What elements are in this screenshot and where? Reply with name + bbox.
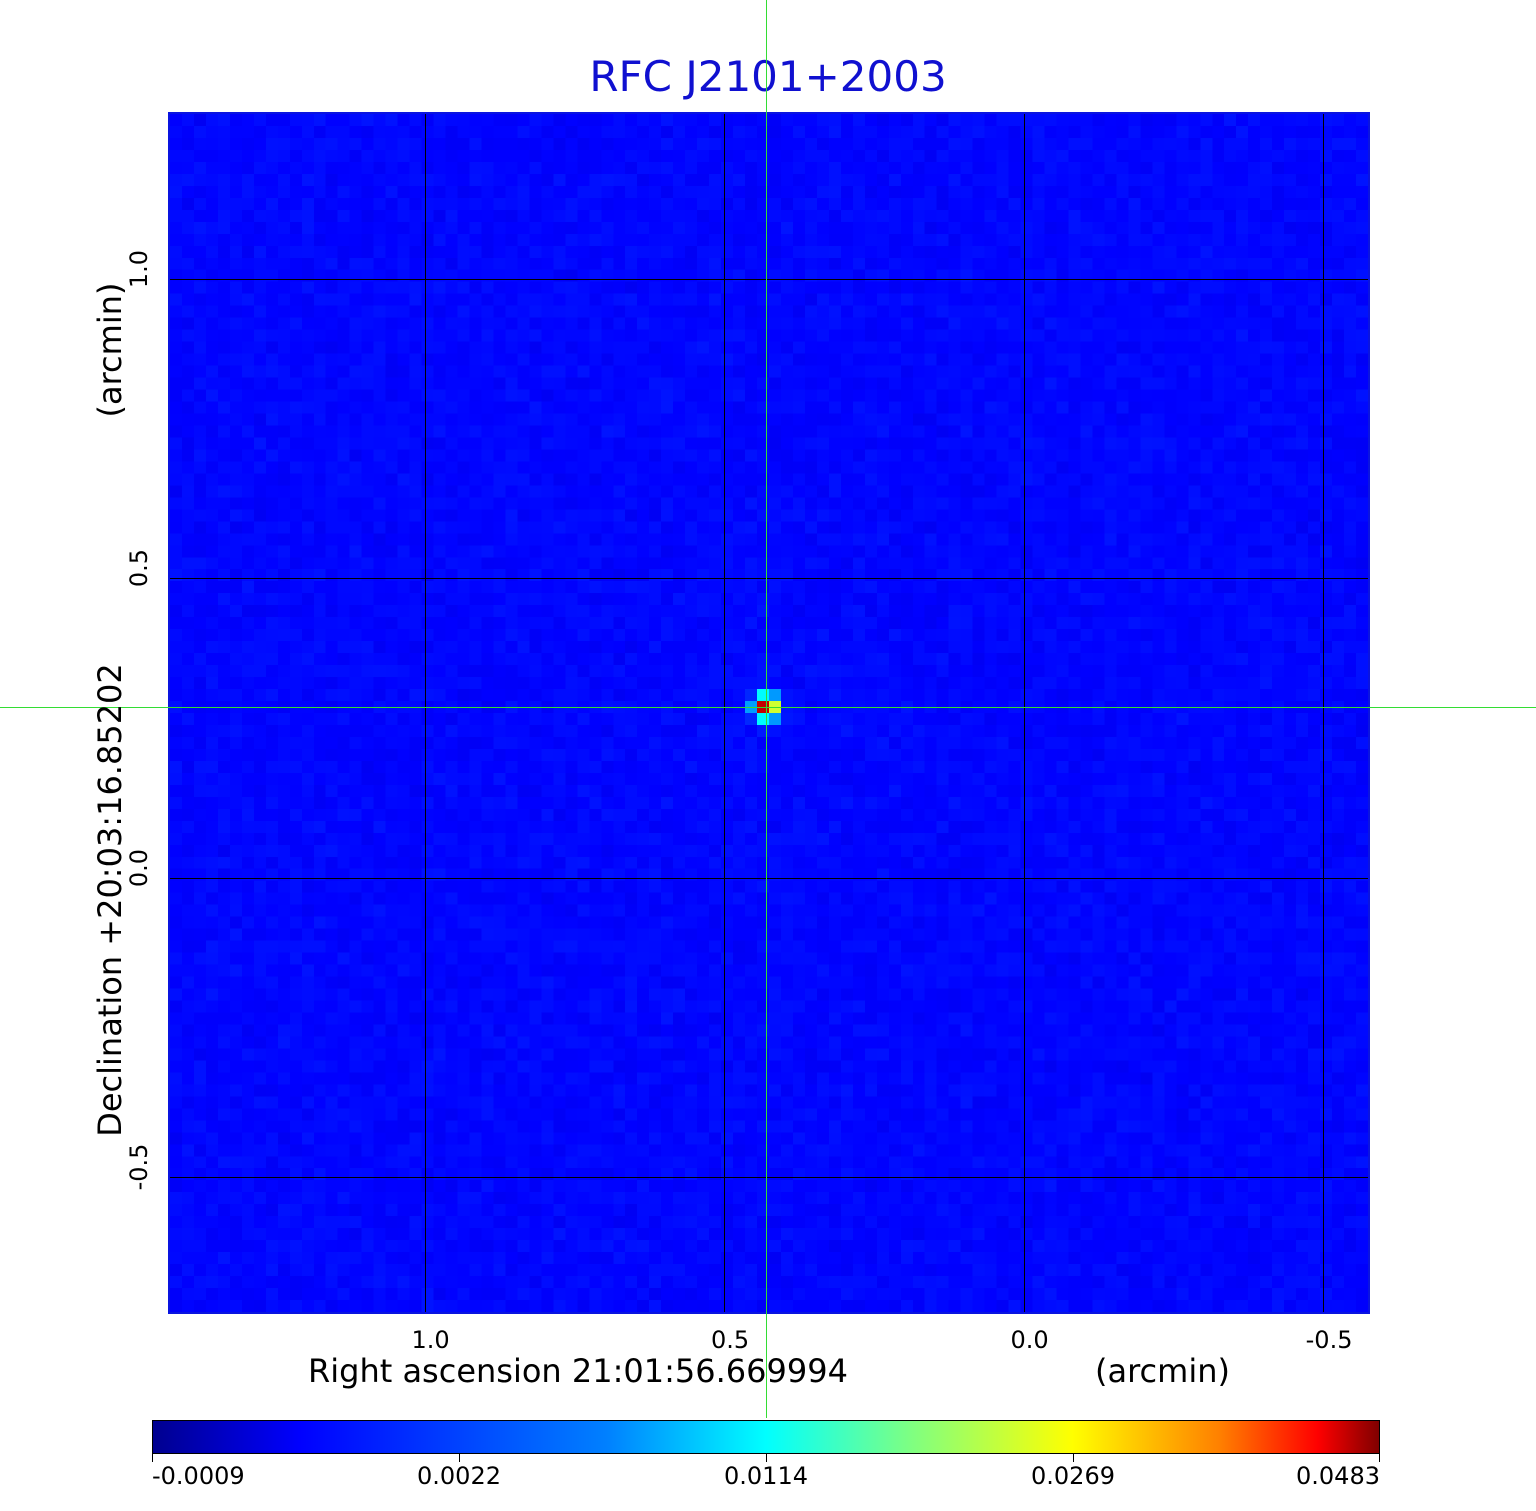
image-plot-area [168, 112, 1370, 1314]
x-tick-label: 0.5 [710, 1326, 750, 1354]
grid-line-y-0 [170, 278, 1368, 280]
y-tick-label: 1.0 [125, 249, 153, 288]
colorbar-tick-label: 0.0022 [417, 1462, 501, 1490]
colorbar-tick [152, 1454, 153, 1462]
colorbar-tick [1073, 1454, 1074, 1462]
colorbar-tick-label: -0.0009 [152, 1462, 245, 1490]
chart-title: RFC J2101+2003 [589, 52, 947, 101]
y-tick-label: 0.0 [125, 848, 153, 887]
y-tick-label: 0.5 [125, 549, 153, 588]
grid-line-y-2 [170, 877, 1368, 879]
colorbar-tick-label: 0.0483 [1296, 1462, 1380, 1490]
grid-line-x-3 [1323, 114, 1325, 1312]
grid-line-x-2 [1023, 114, 1025, 1312]
crosshair-vertical [766, 0, 767, 1418]
crosshair-horizontal [0, 707, 1536, 708]
colorbar-tick [766, 1454, 767, 1462]
colorbar-tick-label: 0.0114 [724, 1462, 808, 1490]
x-tick-label: 0.0 [1010, 1326, 1049, 1354]
x-axis-unit: (arcmin) [1095, 1352, 1230, 1390]
colorbar [152, 1420, 1380, 1454]
colorbar-tick [1379, 1454, 1380, 1462]
grid-line-y-1 [170, 578, 1368, 580]
y-axis-unit: (arcmin) [91, 282, 129, 418]
grid-line-x-1 [724, 114, 726, 1312]
x-axis-label: Right ascension 21:01:56.669994 [308, 1352, 848, 1390]
x-tick-label: -0.5 [1305, 1326, 1353, 1354]
colorbar-tick [459, 1454, 460, 1462]
grid-line-x-0 [424, 114, 426, 1312]
grid-line-y-3 [170, 1177, 1368, 1179]
colorbar-tick-label: 0.0269 [1031, 1462, 1115, 1490]
x-tick-label: 1.0 [411, 1326, 450, 1354]
y-axis-label: Declination +20:03:16.85202 [91, 663, 129, 1137]
intensity-map [170, 114, 1368, 1312]
y-tick-label: -0.5 [125, 1143, 153, 1191]
